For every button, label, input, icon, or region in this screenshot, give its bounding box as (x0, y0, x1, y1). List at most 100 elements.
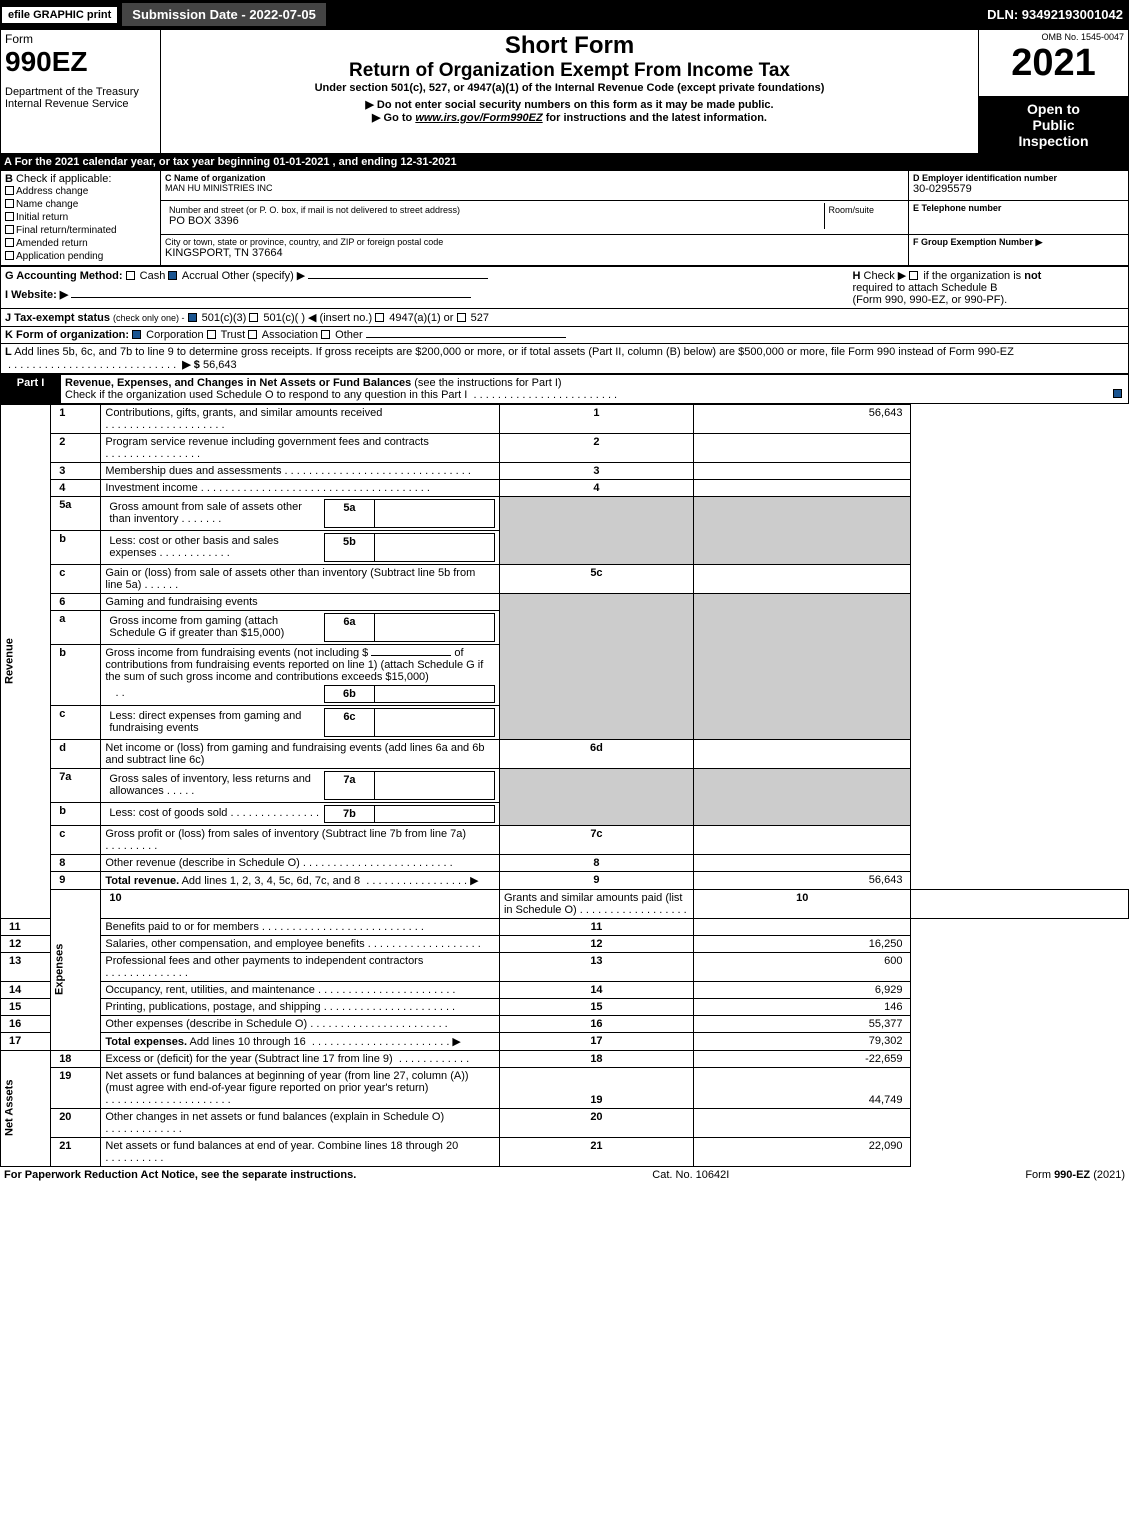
checkbox-association[interactable] (248, 330, 257, 339)
line-5c-text: Gain or (loss) from sale of assets other… (101, 564, 500, 593)
section-b-label: B (5, 173, 13, 185)
expenses-label: Expenses (51, 889, 101, 1050)
section-g-label: G Accounting Method: (5, 270, 123, 282)
tax-year: 2021 (983, 42, 1124, 85)
line-5b-input[interactable] (374, 533, 494, 561)
line-6b-input[interactable] (374, 685, 494, 702)
section-j-label: J Tax-exempt status (5, 312, 110, 324)
org-name: MAN HU MINISTRIES INC (165, 183, 904, 193)
line-14-text: Occupancy, rent, utilities, and maintena… (101, 981, 500, 998)
line-5a-input[interactable] (374, 499, 494, 527)
line-19-text: Net assets or fund balances at beginning… (101, 1067, 500, 1108)
line-9-amount: 56,643 (693, 871, 911, 889)
label-group-exemption: F Group Exemption Number ▶ (913, 237, 1124, 248)
line-1-amount: 56,643 (693, 404, 911, 433)
section-h-label: H (853, 270, 861, 282)
label-room: Room/suite (829, 205, 901, 215)
line-7a-input[interactable] (374, 771, 494, 799)
line-6d-text: Net income or (loss) from gaming and fun… (101, 739, 500, 768)
line-17-text: Total expenses. Add lines 10 through 16 … (101, 1032, 500, 1050)
line-13-amount: 600 (693, 952, 911, 981)
inspection: Inspection (983, 133, 1124, 149)
form-number: 990EZ (5, 46, 156, 78)
section-l-text: Add lines 5b, 6c, and 7b to line 9 to de… (14, 346, 1014, 358)
city-value: KINGSPORT, TN 37664 (165, 247, 904, 259)
line-7c-amount (693, 825, 911, 854)
checkbox-initial-return[interactable]: Initial return (5, 211, 156, 224)
street-value: PO BOX 3396 (169, 215, 820, 227)
line-4-amount (693, 479, 911, 496)
line-5b-text: Less: cost or other basis and sales expe… (101, 530, 500, 564)
part1-tab: Part I (1, 374, 61, 403)
line-8-text: Other revenue (describe in Schedule O) .… (101, 854, 500, 871)
submission-date-button[interactable]: Submission Date - 2022-07-05 (121, 2, 327, 27)
line-20-text: Other changes in net assets or fund bala… (101, 1108, 500, 1137)
checkbox-4947[interactable] (375, 313, 384, 322)
line-12-text: Salaries, other compensation, and employ… (101, 935, 500, 952)
label-telephone: E Telephone number (913, 203, 1124, 213)
line-6d-amount (693, 739, 911, 768)
lines-table: Revenue 1 Contributions, gifts, grants, … (0, 404, 1129, 1167)
checkbox-501c3[interactable] (188, 313, 197, 322)
line-7b-input[interactable] (374, 805, 494, 822)
form-word: Form (5, 32, 156, 46)
checkbox-527[interactable] (457, 313, 466, 322)
line-5a-text: Gross amount from sale of assets other t… (101, 496, 500, 530)
checkbox-name-change[interactable]: Name change (5, 198, 156, 211)
line-16-amount: 55,377 (693, 1015, 911, 1032)
note-ssn: ▶ Do not enter social security numbers o… (165, 98, 974, 111)
line-5c-amount (693, 564, 911, 593)
checkbox-address-change[interactable]: Address change (5, 185, 156, 198)
checkbox-corporation[interactable] (132, 330, 141, 339)
line-6c-input[interactable] (374, 708, 494, 736)
public: Public (983, 117, 1124, 133)
header-info-table: B Check if applicable: Address change Na… (0, 170, 1129, 266)
part1-header: Part I Revenue, Expenses, and Changes in… (0, 374, 1129, 404)
line-18-amount: -22,659 (693, 1050, 911, 1067)
line-3-amount (693, 462, 911, 479)
line-18-text: Excess or (deficit) for the year (Subtra… (101, 1050, 500, 1067)
line-21-text: Net assets or fund balances at end of ye… (101, 1137, 500, 1166)
line-17-amount: 79,302 (693, 1032, 911, 1050)
line-1-text: Contributions, gifts, grants, and simila… (101, 404, 500, 433)
checkbox-final-return[interactable]: Final return/terminated (5, 224, 156, 237)
checkbox-amended-return[interactable]: Amended return (5, 237, 156, 250)
dln-label: DLN: 93492193001042 (987, 7, 1127, 22)
omb-number: OMB No. 1545-0047 (983, 32, 1124, 42)
line-3-text: Membership dues and assessments . . . . … (101, 462, 500, 479)
checkbox-trust[interactable] (207, 330, 216, 339)
line-6a-input[interactable] (374, 613, 494, 641)
methods-table: G Accounting Method: Cash Accrual Other … (0, 266, 1129, 374)
ein-value: 30-0295579 (913, 183, 1124, 195)
label-org-name: C Name of organization (165, 173, 904, 183)
other-specify: Other (specify) ▶ (222, 270, 306, 282)
label-ein: D Employer identification number (913, 173, 1124, 183)
section-a: A For the 2021 calendar year, or tax yea… (0, 154, 1129, 170)
checkbox-accrual[interactable] (168, 271, 177, 280)
line-6a-text: Gross income from gaming (attach Schedul… (101, 610, 500, 644)
part1-check-line: Check if the organization used Schedule … (65, 389, 467, 401)
checkbox-not-required[interactable] (909, 271, 918, 280)
footer-right: Form 990-EZ (2021) (1025, 1169, 1125, 1181)
checkbox-application-pending[interactable]: Application pending (5, 250, 156, 263)
line-10-text: Grants and similar amounts paid (list in… (499, 889, 693, 918)
line-14-amount: 6,929 (693, 981, 911, 998)
checkbox-501c[interactable] (249, 313, 258, 322)
checkbox-cash[interactable] (126, 271, 135, 280)
label-street: Number and street (or P. O. box, if mail… (169, 205, 820, 215)
line-6-text: Gaming and fundraising events (101, 593, 500, 610)
line-7a-text: Gross sales of inventory, less returns a… (101, 768, 500, 802)
checkbox-schedule-o[interactable] (1113, 389, 1122, 398)
footer: For Paperwork Reduction Act Notice, see … (0, 1167, 1129, 1183)
part1-title: Revenue, Expenses, and Changes in Net As… (65, 377, 411, 389)
line-6b-text: Gross income from fundraising events (no… (101, 644, 500, 705)
line-7b-text: Less: cost of goods sold . . . . . . . .… (101, 802, 500, 825)
website-input[interactable] (71, 297, 471, 298)
label-city: City or town, state or province, country… (165, 237, 904, 247)
line-20-amount (693, 1108, 911, 1137)
checkbox-other-org[interactable] (321, 330, 330, 339)
irs-url-link[interactable]: www.irs.gov/Form990EZ (415, 112, 542, 124)
revenue-label: Revenue (1, 404, 51, 918)
section-i-label: I Website: ▶ (5, 289, 68, 301)
efile-print-button[interactable]: efile GRAPHIC print (2, 7, 117, 23)
